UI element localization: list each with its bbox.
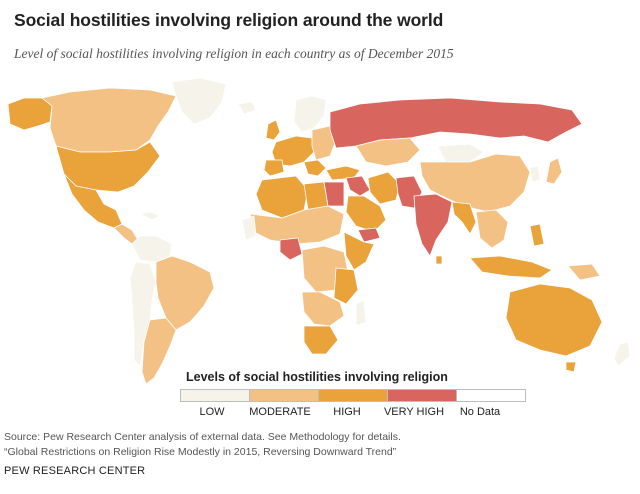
source-note: Source: Pew Research Center analysis of … bbox=[4, 430, 401, 460]
region-iran bbox=[367, 171, 401, 205]
region-east-africa bbox=[333, 267, 359, 305]
map-legend: Levels of social hostilities involving r… bbox=[0, 370, 640, 418]
region-australia bbox=[505, 283, 603, 357]
legend-swatch-low bbox=[180, 389, 250, 402]
region-alaska bbox=[7, 97, 53, 131]
map-title: Social hostilities involving religion ar… bbox=[14, 10, 444, 30]
region-korea bbox=[529, 165, 541, 183]
map-subtitle: Level of social hostilities involving re… bbox=[14, 46, 454, 61]
region-kazakhstan bbox=[355, 137, 421, 167]
region-brazil bbox=[155, 255, 215, 331]
legend-label-moderate: MODERATE bbox=[249, 406, 311, 418]
legend-swatch-high bbox=[318, 389, 388, 402]
region-south-africa bbox=[303, 325, 339, 355]
region-uk bbox=[265, 119, 281, 141]
region-sri-lanka bbox=[435, 255, 443, 265]
region-saudi-arabia bbox=[345, 195, 387, 233]
region-china bbox=[419, 153, 531, 213]
legend-swatch-very-high bbox=[387, 389, 457, 402]
region-yemen bbox=[357, 227, 381, 243]
region-colombia-venezuela bbox=[131, 235, 173, 263]
region-japan bbox=[545, 157, 563, 185]
region-sahel bbox=[249, 205, 345, 245]
region-horn-of-africa bbox=[343, 231, 375, 271]
region-nigeria bbox=[279, 237, 303, 261]
source-line: Source: Pew Research Center analysis of … bbox=[4, 431, 401, 443]
region-west-coast bbox=[241, 215, 257, 241]
region-greenland bbox=[171, 77, 227, 125]
region-indonesia bbox=[469, 255, 553, 279]
region-bangladesh-myanmar bbox=[451, 201, 477, 235]
region-india bbox=[413, 193, 453, 257]
legend-swatches bbox=[180, 389, 526, 402]
brand-label: PEW RESEARCH CENTER bbox=[4, 465, 146, 477]
region-mongolia bbox=[437, 143, 485, 163]
region-andes-west bbox=[129, 261, 157, 367]
region-southeast-asia bbox=[475, 209, 509, 249]
region-madagascar bbox=[355, 299, 367, 327]
region-iceland bbox=[237, 101, 257, 115]
region-caribbean bbox=[139, 211, 161, 221]
region-balkans bbox=[303, 159, 327, 177]
legend-label-low: LOW bbox=[199, 406, 225, 418]
region-scandinavia bbox=[293, 95, 327, 133]
region-central-america bbox=[113, 223, 139, 245]
region-new-zealand bbox=[613, 341, 631, 367]
region-tasmania bbox=[565, 361, 577, 373]
region-southern-africa bbox=[301, 291, 345, 327]
legend-labels: LOW MODERATE HIGH VERY HIGH No Data bbox=[0, 406, 640, 420]
region-png bbox=[567, 263, 601, 281]
legend-swatch-moderate bbox=[249, 389, 319, 402]
legend-title: Levels of social hostilities involving r… bbox=[186, 370, 448, 384]
world-map bbox=[7, 77, 631, 385]
legend-label-no-data: No Data bbox=[459, 406, 501, 418]
region-iberia bbox=[263, 159, 285, 177]
legend-label-very-high: VERY HIGH bbox=[383, 406, 445, 418]
region-argentina bbox=[141, 317, 177, 385]
legend-label-high: HIGH bbox=[333, 406, 361, 418]
region-iraq-syria bbox=[345, 175, 371, 197]
legend-swatch-no-data bbox=[456, 389, 526, 402]
region-philippines bbox=[529, 223, 545, 247]
report-title-line: “Global Restrictions on Religion Rise Mo… bbox=[4, 446, 397, 458]
region-russia bbox=[329, 97, 583, 149]
region-canada bbox=[41, 87, 177, 153]
region-turkey bbox=[325, 165, 361, 181]
region-egypt bbox=[323, 181, 345, 207]
